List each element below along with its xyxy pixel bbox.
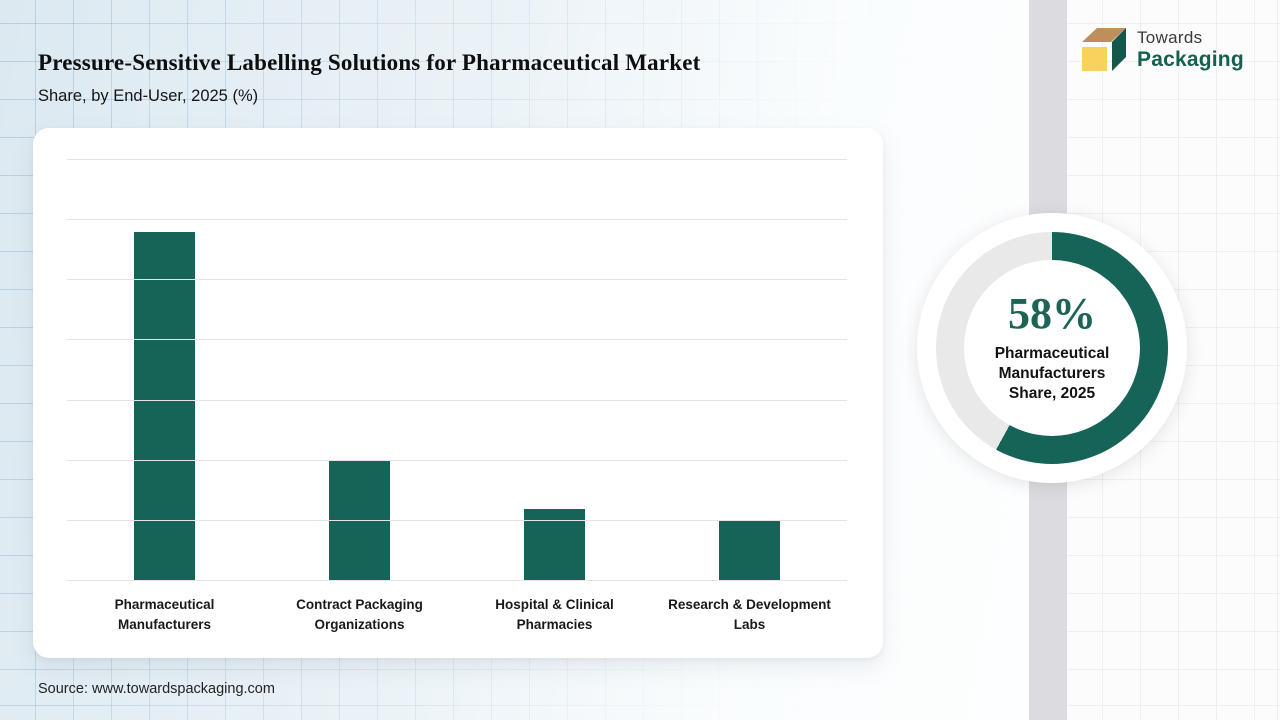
gridline — [67, 399, 847, 401]
header: Pressure-Sensitive Labelling Solutions f… — [38, 50, 888, 106]
category-label: Hospital & Clinical Pharmacies — [495, 597, 614, 632]
gridline — [67, 459, 847, 461]
gridline — [67, 159, 847, 160]
brand-name-top: Towards — [1137, 28, 1203, 47]
donut-percent-value: 58% — [1008, 289, 1096, 338]
bar — [134, 232, 195, 581]
donut-ring: 58% Pharmaceutical Manufacturers Share, … — [936, 232, 1168, 464]
bar-column — [262, 160, 457, 581]
bar-columns — [67, 160, 847, 581]
bar-column — [457, 160, 652, 581]
category-labels: Pharmaceutical Manufacturers Contract Pac… — [67, 595, 847, 635]
page-subtitle: Share, by End-User, 2025 (%) — [38, 87, 259, 105]
bar-chart-card: Pharmaceutical Manufacturers Contract Pac… — [33, 128, 883, 658]
gridline — [67, 580, 847, 581]
gridline — [67, 219, 847, 221]
bar-chart-plot — [67, 159, 847, 581]
box-3d-icon — [1081, 25, 1127, 72]
category-label: Research & Development Labs — [668, 597, 831, 632]
gridline — [67, 519, 847, 521]
box-side-face — [1112, 28, 1126, 71]
source-note: Source: www.towardspackaging.com — [38, 681, 275, 697]
category-label: Contract Packaging Organizations — [296, 597, 423, 632]
gridline — [67, 339, 847, 341]
brand-wordmark: Towards Packaging — [1137, 25, 1244, 72]
brand-logo: Towards Packaging — [1081, 25, 1244, 72]
page-title: Pressure-Sensitive Labelling Solutions f… — [38, 50, 701, 75]
brand-name-bottom: Packaging — [1137, 47, 1244, 71]
bar — [329, 460, 390, 581]
bar-column — [652, 160, 847, 581]
donut-chart: 58% Pharmaceutical Manufacturers Share, … — [917, 213, 1187, 483]
bar — [719, 520, 780, 581]
bar — [524, 508, 585, 581]
category-label: Pharmaceutical Manufacturers — [114, 597, 215, 632]
gridline — [67, 279, 847, 281]
donut-center: 58% Pharmaceutical Manufacturers Share, … — [964, 260, 1140, 436]
bar-column — [67, 160, 262, 581]
box-front-face — [1082, 47, 1107, 71]
donut-caption: Pharmaceutical Manufacturers Share, 2025 — [994, 345, 1110, 402]
